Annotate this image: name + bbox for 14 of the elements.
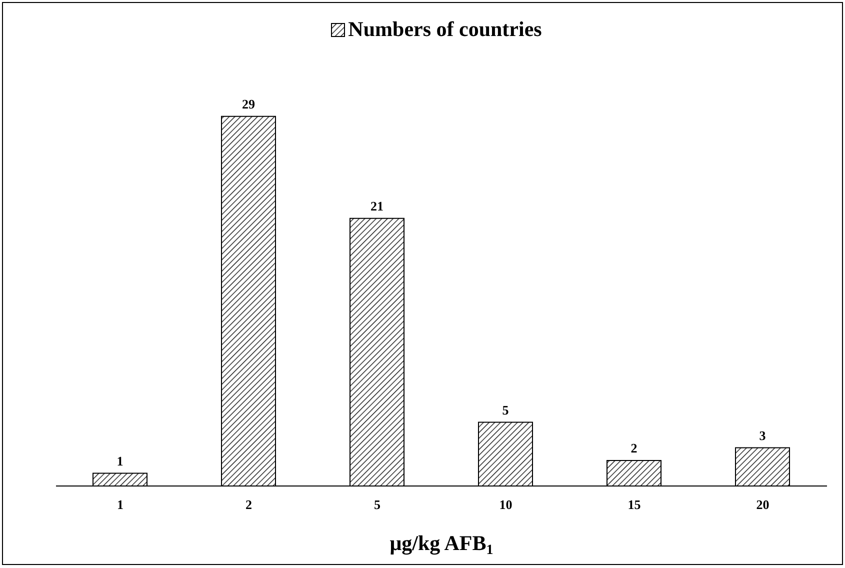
- x-tick-label: 10: [499, 497, 512, 512]
- data-label: 2: [630, 440, 638, 456]
- data-label: 1: [116, 453, 124, 468]
- x-axis-title: μg/kg AFB$_{1}$: [390, 531, 494, 558]
- data-label: 3: [759, 428, 766, 443]
- x-tick-label: 20: [756, 497, 770, 512]
- data-label: 29: [242, 96, 256, 112]
- data-label: 5: [502, 402, 510, 418]
- x-tick-label: 15: [628, 497, 642, 512]
- data-label: 21: [370, 198, 384, 214]
- x-tick-label: 2: [246, 497, 252, 512]
- legend-label: Numbers of countries: [347, 17, 542, 42]
- x-tick-label: 1: [117, 497, 124, 512]
- x-tick-label: 5: [374, 497, 381, 512]
